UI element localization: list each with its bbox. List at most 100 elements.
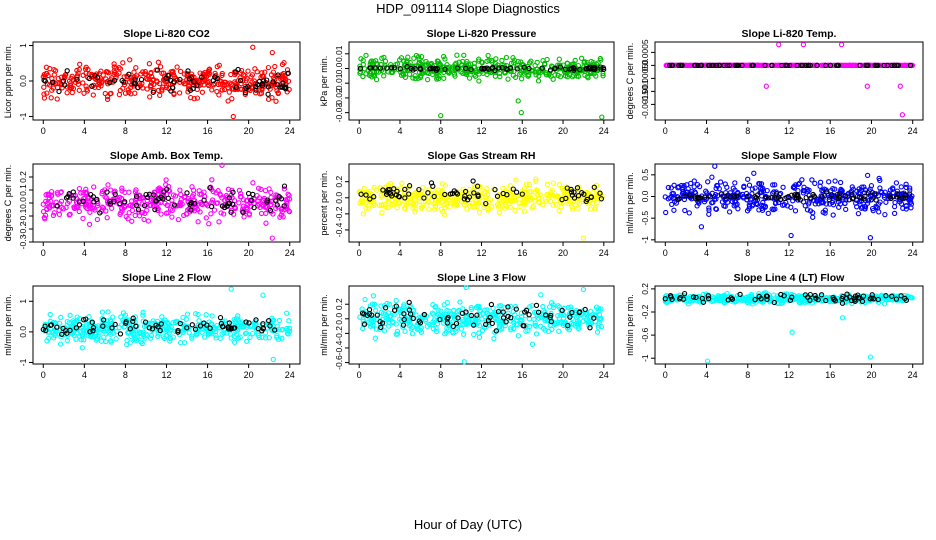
overlay-point <box>154 67 161 73</box>
data-point <box>140 312 146 318</box>
data-point <box>510 55 516 61</box>
overlay-point <box>504 66 511 73</box>
data-point <box>891 210 898 217</box>
overlay-point <box>42 78 48 84</box>
panel-title: Slope Sample Flow <box>741 150 838 162</box>
data-point <box>472 73 479 79</box>
data-point <box>171 91 177 98</box>
y-tick-label: -0.2 <box>334 326 344 341</box>
data-point <box>407 59 413 66</box>
data-point <box>148 332 155 339</box>
panel-title: Slope Li-820 CO2 <box>123 28 210 40</box>
overlay-point <box>377 65 384 71</box>
y-tick-label: 1 <box>18 299 28 304</box>
data-point <box>111 61 117 67</box>
y-axis-label: ml/min per min. <box>3 294 13 356</box>
outlier-point <box>270 356 276 363</box>
data-point <box>132 212 138 219</box>
x-tick-label: 12 <box>784 248 794 258</box>
x-tick-label: 0 <box>41 126 46 136</box>
data-point <box>131 69 137 75</box>
data-point <box>434 58 441 64</box>
data-point <box>363 71 369 77</box>
data-point <box>178 191 184 198</box>
outlier-point <box>897 83 903 89</box>
data-point <box>394 205 400 211</box>
overlay-point <box>89 83 95 89</box>
data-point <box>399 180 405 186</box>
x-tick-label: 16 <box>825 370 835 380</box>
data-point <box>271 82 277 88</box>
data-point <box>412 73 418 79</box>
overlay-point <box>163 75 169 81</box>
overlay-point <box>279 84 285 90</box>
data-point <box>457 299 463 305</box>
y-tick-label: 0.0 <box>640 190 650 202</box>
data-point <box>686 210 692 216</box>
data-point <box>809 177 815 183</box>
data-point <box>476 58 482 64</box>
overlay-point <box>270 79 276 85</box>
data-point <box>726 209 733 215</box>
data-point <box>219 72 225 79</box>
data-point <box>461 52 467 58</box>
x-tick-label: 24 <box>908 248 918 258</box>
data-point <box>127 84 134 91</box>
data-point <box>394 61 401 67</box>
data-point <box>69 89 75 96</box>
data-point <box>855 210 862 217</box>
data-point <box>41 84 47 90</box>
data-point <box>556 56 562 62</box>
y-tick-label: -0.4 <box>334 222 344 237</box>
data-point <box>595 60 601 66</box>
outlier-point <box>461 359 467 365</box>
x-tick-label: 24 <box>285 370 295 380</box>
panel-title: Slope Line 4 (LT) Flow <box>734 272 845 284</box>
data-point <box>891 203 898 210</box>
overlay-point <box>521 64 527 70</box>
overlay-point <box>185 68 191 74</box>
x-tick-label: 12 <box>476 370 486 380</box>
data-point <box>54 96 60 102</box>
data-point <box>372 307 379 313</box>
data-point <box>496 209 502 216</box>
overlay-point <box>135 84 141 91</box>
x-tick-label: 8 <box>123 126 128 136</box>
data-point <box>77 61 83 67</box>
data-point <box>671 207 677 213</box>
data-point <box>90 92 96 98</box>
data-point <box>51 210 57 216</box>
outlier-point <box>515 98 521 104</box>
x-tick-label: 0 <box>663 370 668 380</box>
outlier-point <box>698 224 705 230</box>
overlay-point <box>189 322 195 328</box>
data-point <box>174 77 180 84</box>
overlay-point <box>117 331 124 337</box>
data-point <box>154 79 160 85</box>
data-point <box>284 310 290 316</box>
data-point <box>511 60 517 66</box>
overlay-point <box>281 183 288 189</box>
y-axis-label: ml/min per min. <box>625 294 635 356</box>
data-point <box>826 179 832 185</box>
data-point <box>598 57 604 63</box>
data-point <box>83 64 89 70</box>
panel-title: Slope Li-820 Pressure <box>427 28 537 40</box>
data-point <box>258 210 265 217</box>
data-point <box>143 71 149 77</box>
data-point <box>540 303 546 310</box>
x-tick-label: 8 <box>745 248 750 258</box>
x-tick-label: 0 <box>663 248 668 258</box>
data-point <box>262 69 268 75</box>
overlay-point <box>126 71 132 77</box>
data-point <box>252 66 258 72</box>
data-point <box>129 218 135 224</box>
data-point <box>534 59 540 66</box>
y-tick-label: -0.0005 <box>640 64 650 93</box>
data-point <box>140 85 146 91</box>
data-point <box>221 81 227 88</box>
